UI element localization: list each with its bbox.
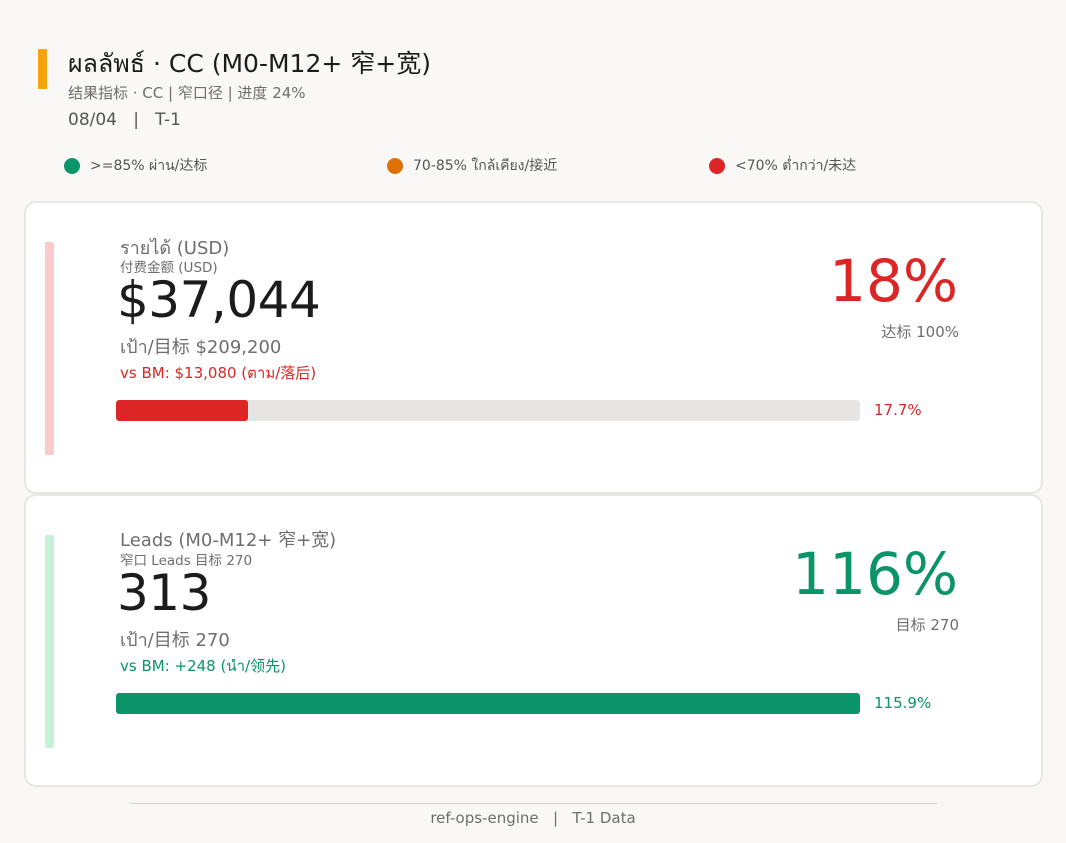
date-line: 08/04 | T-1 (68, 110, 181, 130)
progress-fill (116, 400, 248, 421)
card-sublabel: 付费金额 (USD) (120, 260, 218, 276)
footer-note: T-1 Data (572, 809, 636, 827)
legend-label: >=85% ผ่าน/达标 (90, 158, 208, 174)
legend-item-pass: >=85% ผ่าน/达标 (64, 155, 207, 177)
card-benchmark: vs BM: +248 (นำ/领先) (120, 657, 286, 675)
revenue-card: รายได้ (USD) 付费金额 (USD) $37,044 เป้า/目标 … (24, 201, 1043, 494)
footer-separator: | (552, 809, 559, 827)
legend-label: 70-85% ใกล้เคียง/接近 (413, 158, 558, 174)
footer-source: ref-ops-engine (430, 809, 539, 827)
footer-divider (130, 803, 937, 804)
legend-label: <70% ต่ำกว่า/未达 (735, 158, 857, 174)
leads-card: Leads (M0-M12+ 窄+宽) 窄口 Leads 目标 270 313 … (24, 494, 1043, 787)
legend-dot-orange (387, 158, 403, 174)
card-percent: 18% (829, 247, 958, 315)
card-percent-note: 达标 100% (881, 323, 959, 341)
card-status-strip (45, 535, 54, 748)
card-status-strip (45, 242, 54, 455)
card-value: $37,044 (117, 271, 321, 329)
card-target: เป้า/目标 $209,200 (120, 337, 282, 358)
progress-fill (116, 693, 860, 714)
card-sublabel: 窄口 Leads 目标 270 (120, 553, 253, 569)
card-benchmark: vs BM: $13,080 (ตาม/落后) (120, 364, 317, 382)
progress-track (116, 400, 860, 421)
card-label: Leads (M0-M12+ 窄+宽) (120, 530, 337, 551)
page-subtitle: 结果指标 · CC | 窄口径 | 进度 24% (68, 84, 306, 102)
legend-item-near: 70-85% ใกล้เคียง/接近 (387, 155, 557, 177)
date-separator: | (133, 110, 139, 130)
legend-item-below: <70% ต่ำกว่า/未达 (709, 155, 856, 177)
report-period: T-1 (155, 110, 181, 130)
card-target: เป้า/目标 270 (120, 630, 230, 651)
progress-percent: 115.9% (874, 694, 932, 712)
progress-track (116, 693, 860, 714)
report-date: 08/04 (68, 110, 117, 130)
title-accent-bar (38, 49, 47, 89)
card-percent: 116% (792, 540, 958, 608)
page-title: ผลลัพธ์ · CC (M0-M12+ 窄+宽) (68, 49, 431, 78)
progress-percent: 17.7% (874, 401, 922, 419)
card-label: รายได้ (USD) (120, 238, 230, 259)
legend-dot-red (709, 158, 725, 174)
footer: ref-ops-engine | T-1 Data (0, 809, 1066, 827)
legend-dot-green (64, 158, 80, 174)
card-value: 313 (117, 564, 211, 622)
card-percent-note: 目标 270 (895, 616, 959, 634)
